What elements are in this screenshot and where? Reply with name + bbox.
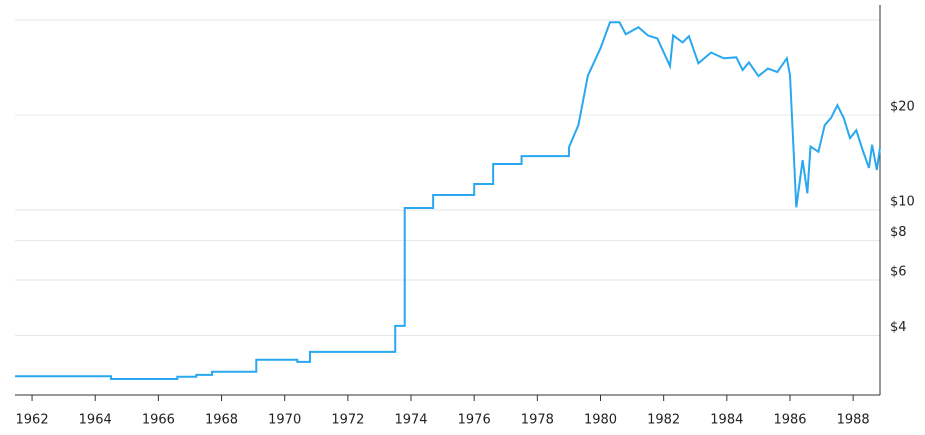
x-tick-label: 1980 [584, 413, 617, 428]
x-tick-label: 1962 [16, 413, 49, 428]
y-tick-label: $4 [890, 320, 907, 335]
y-tick-label: $8 [890, 225, 907, 240]
x-tick-label: 1964 [79, 413, 112, 428]
y-tick-label: $6 [890, 264, 907, 279]
x-tick-label: 1970 [268, 413, 301, 428]
x-tick-label: 1984 [710, 413, 743, 428]
x-tick-label: 1986 [773, 413, 806, 428]
x-tick-label: 1988 [837, 413, 870, 428]
x-tick-label: 1974 [394, 413, 427, 428]
y-tick-label: $10 [890, 195, 915, 210]
x-tick-label: 1982 [647, 413, 680, 428]
x-tick-label: 1976 [458, 413, 491, 428]
x-tick-label: 1978 [521, 413, 554, 428]
y-tick-label: $20 [890, 100, 915, 115]
price-line [15, 21, 881, 381]
x-tick-label: 1966 [142, 413, 175, 428]
x-tick-label: 1972 [331, 413, 364, 428]
x-tick-label: 1968 [205, 413, 238, 428]
